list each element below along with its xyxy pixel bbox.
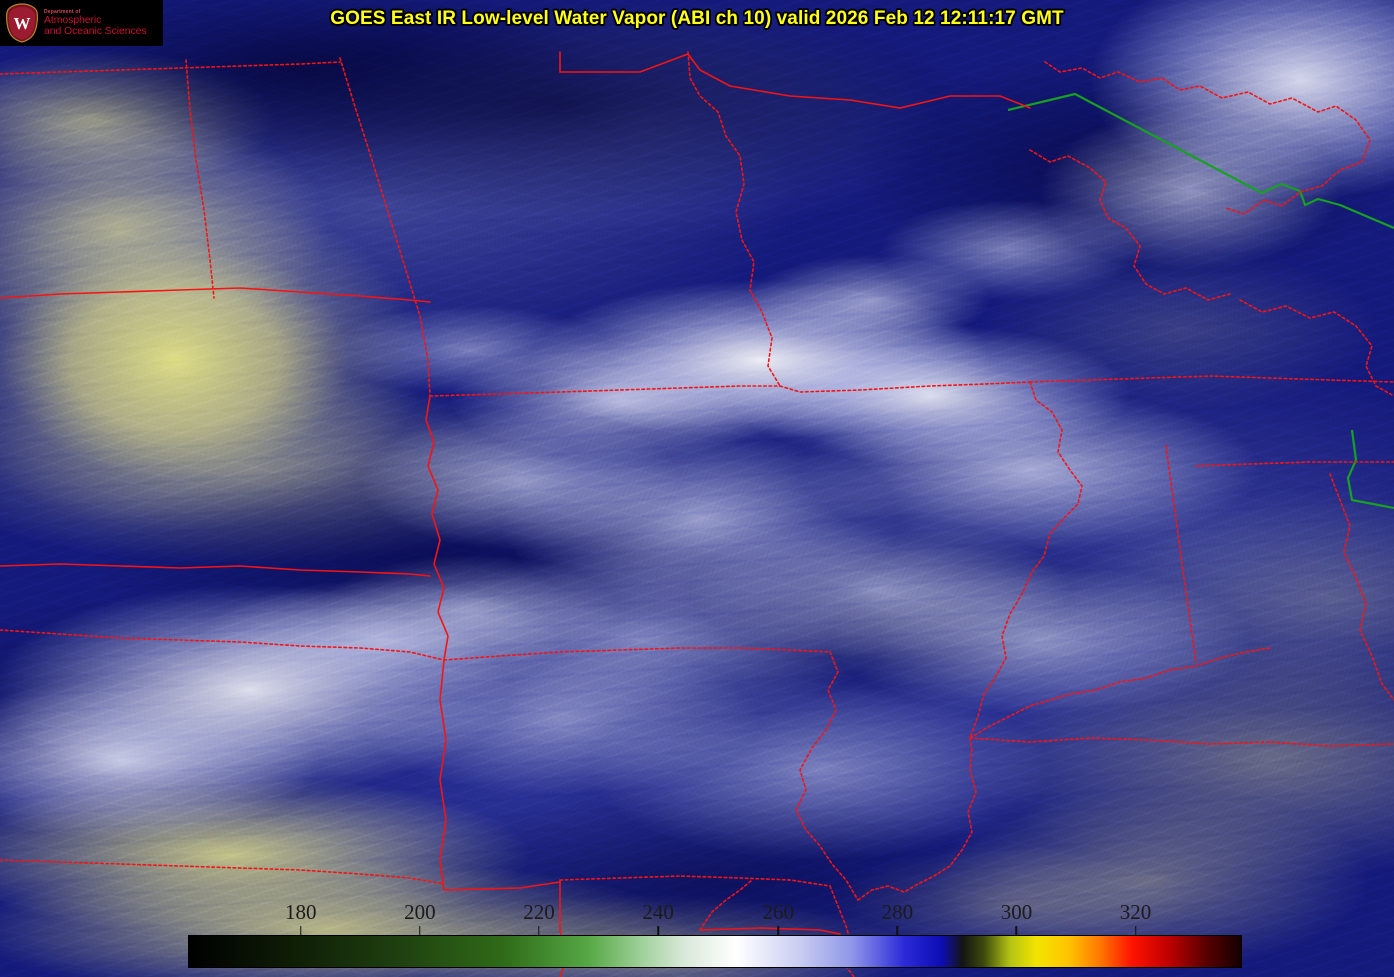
state-border-ia-il <box>969 381 1083 739</box>
state-border-mn-wi <box>687 51 781 387</box>
international-border-line-east <box>1346 429 1394 510</box>
logo-line-1: Atmospheric <box>44 13 102 26</box>
lake-shoreline-superior <box>1044 61 1371 215</box>
logo-wordmark: Department of Atmospheric and Oceanic Sc… <box>44 8 147 37</box>
colorbar-tick-label: 200 <box>404 900 436 924</box>
state-border-ky-in <box>969 647 1271 739</box>
colorbar-tick-label: 220 <box>523 900 555 924</box>
state-border-mi-oh <box>1195 461 1394 467</box>
international-border-line <box>1007 92 1394 230</box>
colorbar-tick-marks <box>188 926 1242 935</box>
state-border-ia-north <box>429 385 781 397</box>
lake-shoreline-michigan <box>1029 149 1231 301</box>
colorbar-tick-mark <box>1134 926 1137 935</box>
colorbar: 180 200 220 240 260 280 300 320 <box>188 900 1242 970</box>
colorbar-tick-mark <box>1015 926 1018 935</box>
state-border-in-oh <box>1165 445 1197 663</box>
svg-text:W: W <box>14 14 31 33</box>
colorbar-tick-labels: 180 200 220 240 260 280 300 320 <box>188 900 1242 926</box>
colorbar-gradient-bar <box>188 935 1242 968</box>
state-border-ky-tn <box>969 737 1394 747</box>
state-border-nd-north <box>0 61 341 75</box>
state-border-wy-sd-ne <box>339 57 431 397</box>
colorbar-tick-label: 180 <box>285 900 317 924</box>
colorbar-tick-label: 300 <box>1000 900 1033 924</box>
state-border-ks-ok <box>0 859 445 885</box>
colorbar-tick-label: 280 <box>881 900 914 924</box>
colorbar-tick-mark <box>300 926 302 935</box>
state-border-wi-ia <box>779 381 1031 393</box>
colorbar-tick-mark <box>777 926 779 935</box>
uw-crest-icon: W <box>6 3 38 43</box>
state-border-oh-wv <box>1329 473 1394 701</box>
colorbar-tick-mark <box>419 926 421 935</box>
state-border-ia-south <box>443 647 831 661</box>
state-border-mo-ar <box>559 875 831 887</box>
state-border-ne-ks <box>0 629 445 661</box>
colorbar-tick-label: 320 <box>1119 900 1152 924</box>
colorbar-tick-mark <box>538 926 540 935</box>
colorbar-gradient-swatch <box>188 936 1242 967</box>
state-border-sd-nd <box>0 287 431 303</box>
state-border-north-mn <box>559 51 1031 109</box>
state-border-mt-nd <box>185 59 215 299</box>
colorbar-tick-mark <box>896 926 899 935</box>
colorbar-tick-mark <box>657 926 659 935</box>
state-border-ia-west <box>425 395 449 661</box>
uw-aos-logo: W Department of Atmospheric and Oceanic … <box>0 0 163 46</box>
colorbar-tick-label: 260 <box>762 900 794 924</box>
state-border-mo-il <box>795 651 859 901</box>
state-border-il-south-tip <box>857 737 977 901</box>
logo-department-line: Department of <box>44 8 81 15</box>
page-title: GOES East IR Low-level Water Vapor (ABI … <box>330 8 1064 29</box>
colorbar-tick-label: 240 <box>642 900 674 924</box>
logo-line-2: and Oceanic Sciences <box>44 24 147 37</box>
state-border-ne-sd <box>0 563 431 577</box>
state-border-mo-ks <box>439 659 447 891</box>
lake-shoreline-huron <box>1239 299 1394 397</box>
state-border-il-in <box>1029 375 1394 383</box>
state-border-ok-ar <box>443 881 561 891</box>
